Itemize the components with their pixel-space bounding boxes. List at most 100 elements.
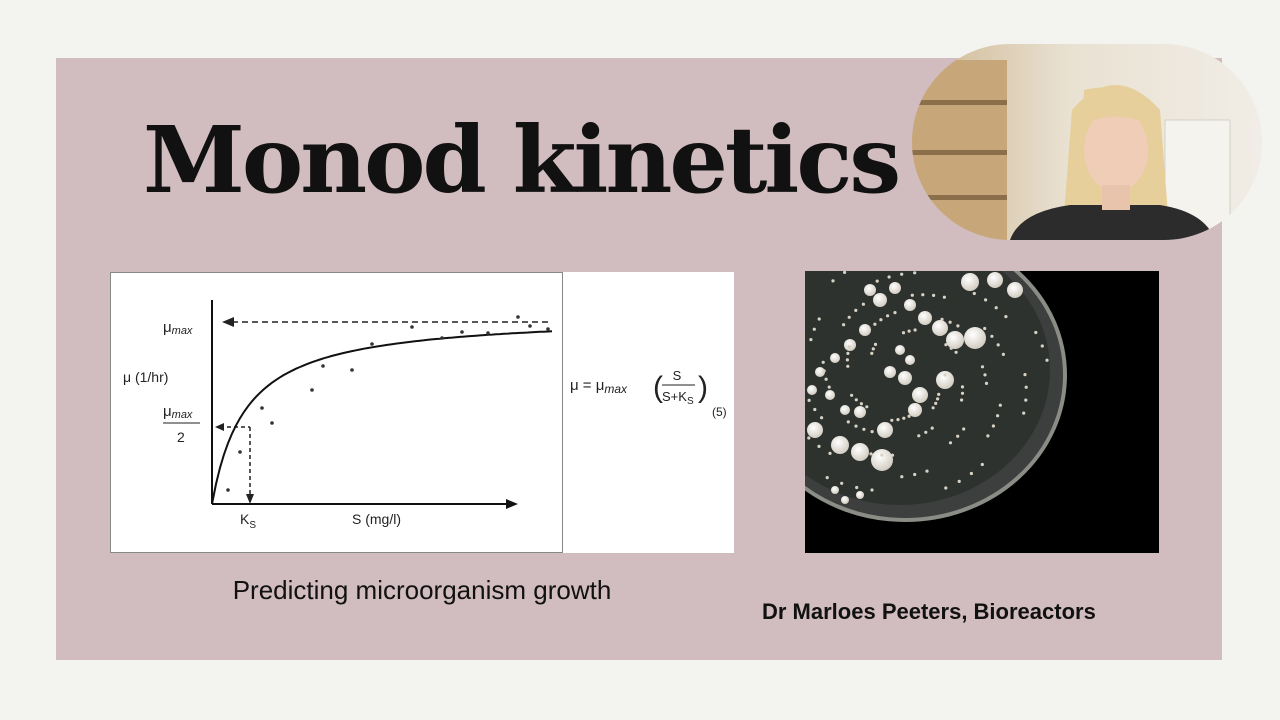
small-colony [960,391,965,395]
small-colony [880,453,884,457]
small-colony [962,427,966,431]
small-colony [991,424,996,428]
small-colony [940,317,944,321]
small-colony [983,373,987,377]
equation-sub: S [687,396,694,407]
small-colony [948,320,952,324]
small-colony [996,414,1000,418]
sample-point [546,327,550,331]
small-colony [925,469,929,473]
small-colony [846,364,850,368]
colony [936,371,954,389]
y-axis-label: μ (1/hr) [123,369,168,385]
colony [831,436,849,454]
small-colony [1001,352,1006,356]
neck [1102,185,1130,210]
small-colony [865,405,869,409]
y-half-label: μmax [163,403,193,421]
small-colony [859,402,864,406]
small-colony [1045,358,1049,362]
small-colony [820,416,824,420]
small-colony [954,350,958,354]
small-colony [873,342,878,346]
colony [856,491,864,499]
small-colony [840,481,844,485]
small-colony [921,293,925,297]
sample-points [226,315,550,492]
small-colony [960,385,965,389]
small-colony [887,275,891,279]
colony [830,353,840,363]
colony [825,390,835,400]
small-colony [910,293,914,297]
small-colony [870,351,874,355]
equation-denominator: S+KS [662,389,694,407]
colony [908,403,922,417]
small-colony [870,430,874,434]
sample-point [310,388,314,392]
colony [873,293,887,307]
small-colony [855,485,859,490]
colony [840,405,850,415]
max-arrow [222,317,234,327]
sample-point [516,315,520,319]
colony [964,327,986,349]
colony [889,282,901,294]
small-colony [931,406,935,410]
small-colony [813,407,817,412]
ks-label: KS [240,511,256,531]
small-colony [934,401,938,405]
small-colony [870,488,874,492]
small-colony [937,392,941,396]
small-colony [936,397,940,401]
small-colony [900,272,904,276]
equation-numerator: S [673,368,682,383]
small-colony [893,311,897,315]
colony [807,422,823,438]
x-arrow [506,499,518,509]
sample-point [440,336,444,340]
small-colony [842,323,846,327]
small-colony [980,365,985,369]
colony [987,272,1003,288]
small-colony [957,479,961,483]
small-colony [917,434,921,438]
small-colony [983,326,987,331]
label-main: μ [163,403,172,420]
colony [807,385,817,395]
small-colony [854,424,858,428]
colony [815,367,825,377]
monod-diagram: μmax μ (1/hr) μmax 2 KS S (mg/l) μ = μma… [110,272,734,553]
colony [859,324,871,336]
sample-point [486,331,490,335]
colony [877,422,893,438]
small-colony [907,414,911,418]
colony [871,449,893,471]
diagram-frame [110,272,563,553]
diagram-background [110,272,734,553]
small-colony [827,385,831,389]
small-colony [886,314,890,318]
small-colony [817,317,821,321]
slide-title: Monod kinetics [143,106,898,214]
small-colony [943,373,947,377]
sweater [1010,205,1215,240]
small-colony [913,328,917,332]
small-colony [984,298,988,302]
paren-right: ) [698,371,708,404]
small-colony [913,271,917,275]
colony [831,486,839,494]
small-colony [812,327,816,331]
small-colony [1022,411,1026,415]
small-colony [998,403,1002,407]
small-colony [879,318,883,322]
colony [961,273,979,291]
monod-curve [211,330,553,505]
colony [912,387,928,403]
small-colony [930,426,934,430]
fringe [1082,87,1150,125]
paren-left: ( [653,371,663,404]
equation-left: μ = μmax [570,377,628,396]
